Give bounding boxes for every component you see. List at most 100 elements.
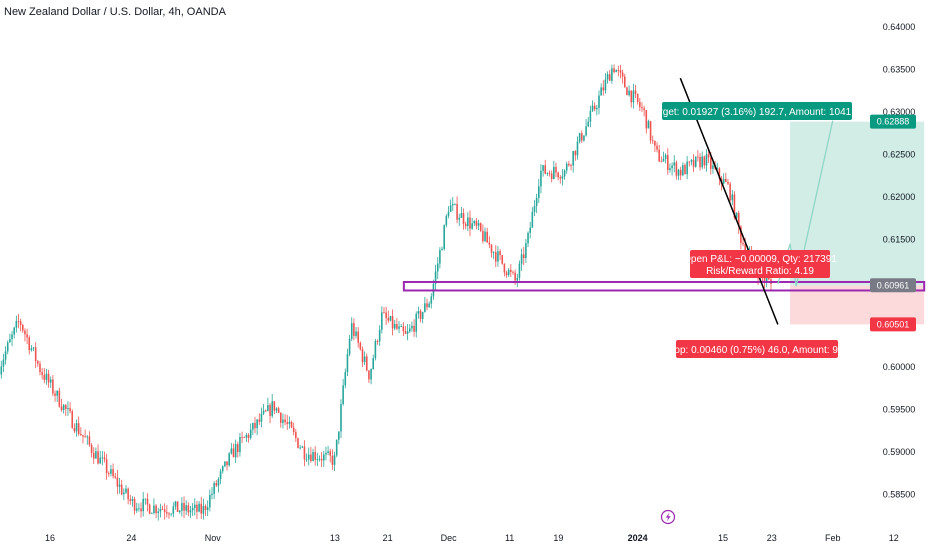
candle <box>67 401 69 416</box>
support-zone-box[interactable] <box>402 280 926 292</box>
candle <box>651 135 654 144</box>
target-price-tag-text: 0.62888 <box>877 117 910 127</box>
candle <box>722 173 725 185</box>
candle <box>645 109 648 134</box>
candle <box>501 255 504 265</box>
lightning-icon[interactable] <box>660 509 676 525</box>
candle <box>374 338 377 361</box>
candle <box>479 222 482 233</box>
candle <box>619 65 622 79</box>
price-axis-label: 0.59000 <box>883 447 916 457</box>
candle <box>170 513 172 517</box>
candle <box>563 169 566 180</box>
price-axis-label: 0.60000 <box>883 362 916 372</box>
candle <box>350 317 353 342</box>
candle <box>325 446 327 461</box>
candle <box>6 340 9 355</box>
time-axis-label: Feb <box>825 533 841 543</box>
pnl-callout-text: Open P&L: −0.00009, Qty: 217391 <box>683 254 837 265</box>
candle <box>370 368 372 385</box>
time-axis-label: Dec <box>441 533 458 543</box>
candle <box>271 393 273 419</box>
candle <box>303 440 306 467</box>
candle <box>200 496 203 519</box>
candle <box>568 160 570 167</box>
candle <box>144 498 147 505</box>
candle <box>318 455 321 462</box>
candle <box>148 503 151 515</box>
candle <box>527 231 529 247</box>
candle <box>456 196 458 224</box>
target-callout-text: Target: 0.01927 (3.16%) 192.7, Amount: 1… <box>649 107 866 118</box>
candle <box>353 318 355 341</box>
candle <box>322 450 325 468</box>
candle <box>37 359 39 367</box>
candle <box>415 311 418 338</box>
candle <box>540 164 542 194</box>
candle <box>404 326 407 335</box>
candle <box>305 453 308 462</box>
candle <box>172 502 175 518</box>
price-axis-label: 0.58500 <box>883 489 916 499</box>
candle <box>639 97 641 112</box>
candle <box>518 260 521 281</box>
candle <box>598 90 600 115</box>
candle <box>314 446 316 466</box>
candle <box>215 480 218 488</box>
time-axis-label: 13 <box>330 533 340 543</box>
candle <box>43 367 46 384</box>
candle <box>90 443 93 458</box>
candle <box>221 465 224 474</box>
candle <box>475 217 478 230</box>
candle <box>464 221 467 230</box>
candle <box>28 335 31 355</box>
candle <box>424 296 426 313</box>
candle <box>492 251 495 260</box>
candle <box>591 100 594 112</box>
stop-callout[interactable]: Stop: 0.00460 (0.75%) 46.0, Amount: 990 <box>665 340 849 358</box>
candle <box>24 328 26 342</box>
time-axis-label: 11 <box>505 533 514 543</box>
time-axis[interactable]: 1624Nov1321Dec111920241523Feb1220 <box>45 533 932 543</box>
candle <box>434 264 437 292</box>
candle <box>361 346 364 367</box>
candle <box>176 501 179 513</box>
candle <box>406 323 409 341</box>
candle <box>245 433 248 442</box>
candle <box>565 161 568 174</box>
candle <box>499 249 501 261</box>
candle <box>92 447 95 464</box>
candle <box>157 507 160 521</box>
candle <box>236 441 239 458</box>
candle <box>727 178 729 186</box>
pnl-callout[interactable]: Open P&L: −0.00009, Qty: 217391 Risk/Rew… <box>683 250 837 278</box>
candle <box>153 498 155 515</box>
candle <box>512 270 514 275</box>
candle <box>385 306 387 325</box>
candle <box>589 105 592 128</box>
candle <box>641 102 643 113</box>
candle <box>533 200 536 217</box>
candle <box>125 484 127 495</box>
candle <box>682 162 684 177</box>
candle <box>239 432 241 457</box>
candle <box>301 445 304 449</box>
candle <box>112 463 114 479</box>
candle <box>400 323 402 327</box>
candle <box>116 469 119 495</box>
candle <box>241 431 243 443</box>
candle <box>178 509 181 514</box>
candle <box>712 161 714 174</box>
candle <box>703 155 706 169</box>
candle <box>441 246 443 251</box>
candle <box>387 310 390 323</box>
current-price-tag: 0.60961 <box>870 278 916 293</box>
candle <box>580 130 583 144</box>
target-callout[interactable]: Target: 0.01927 (3.16%) 192.7, Amount: 1… <box>649 102 866 120</box>
candle <box>127 487 129 505</box>
candle <box>133 496 136 515</box>
candle <box>469 210 471 237</box>
candle <box>99 450 101 464</box>
chart-title: New Zealand Dollar / U.S. Dollar, 4h, OA… <box>4 6 226 18</box>
